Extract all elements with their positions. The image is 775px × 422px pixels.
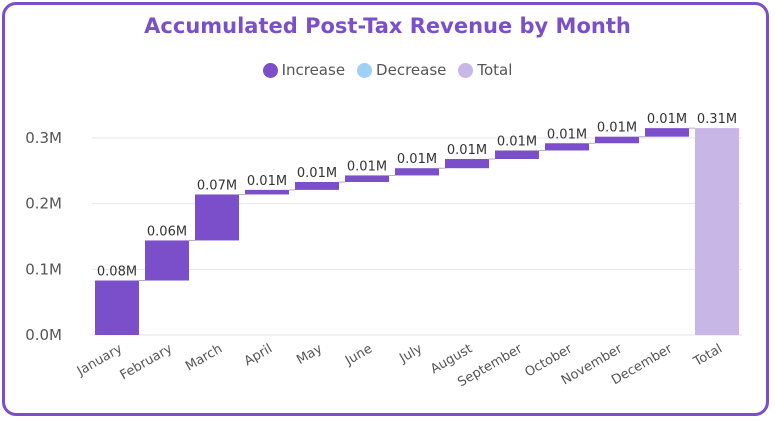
data-label: 0.01M	[597, 121, 637, 136]
bar-march[interactable]	[195, 194, 239, 241]
y-tick-label: 0.1M	[25, 260, 62, 278]
legend-item-total[interactable]: Total	[458, 61, 512, 79]
x-tick-label: Total	[690, 341, 725, 370]
y-tick-label: 0.2M	[25, 195, 62, 213]
legend-label-increase: Increase	[281, 61, 346, 79]
chart-title: Accumulated Post-Tax Revenue by Month	[144, 14, 631, 38]
bar-total[interactable]	[695, 128, 739, 335]
data-label: 0.01M	[497, 134, 537, 149]
legend-swatch-decrease	[357, 62, 373, 78]
bar-november[interactable]	[595, 136, 639, 144]
bar-april[interactable]	[245, 189, 289, 195]
bar-january[interactable]	[95, 280, 139, 335]
x-tick-label: April	[242, 341, 275, 369]
data-label: 0.01M	[547, 127, 587, 142]
data-label: 0.06M	[147, 224, 187, 239]
data-label: 0.01M	[347, 159, 387, 174]
bar-february[interactable]	[145, 240, 189, 281]
x-tick-label: January	[74, 341, 125, 379]
legend-item-decrease[interactable]: Decrease	[357, 61, 446, 79]
x-tick-label: February	[118, 341, 176, 383]
bar-october[interactable]	[545, 143, 589, 151]
data-label: 0.01M	[247, 174, 287, 189]
bar-december[interactable]	[645, 128, 689, 137]
legend-item-increase[interactable]: Increase	[262, 61, 346, 79]
x-tick-label: March	[183, 341, 225, 374]
bar-june[interactable]	[345, 175, 389, 182]
bar-july[interactable]	[395, 168, 439, 176]
data-label: 0.01M	[397, 152, 437, 167]
legend-label-decrease: Decrease	[376, 61, 447, 79]
x-tick-label: July	[396, 341, 425, 366]
y-tick-label: 0.0M	[25, 326, 62, 344]
data-label: 0.01M	[447, 143, 487, 158]
legend-label-total: Total	[477, 61, 513, 79]
data-label: 0.01M	[647, 112, 687, 127]
chart-card	[2, 2, 769, 416]
data-label: 0.01M	[297, 166, 337, 181]
x-tick-label: June	[342, 341, 375, 369]
legend-swatch-total	[458, 62, 474, 78]
data-label: 0.07M	[197, 178, 237, 193]
bar-september[interactable]	[495, 150, 539, 160]
data-label: 0.31M	[697, 112, 737, 127]
chart-legend[interactable]: Increase Decrease Total	[0, 61, 775, 79]
x-tick-label: May	[294, 341, 325, 368]
y-tick-label: 0.3M	[25, 129, 62, 147]
bar-august[interactable]	[445, 159, 489, 169]
bar-may[interactable]	[295, 181, 339, 190]
data-label: 0.08M	[97, 264, 137, 279]
legend-swatch-increase	[262, 62, 278, 78]
